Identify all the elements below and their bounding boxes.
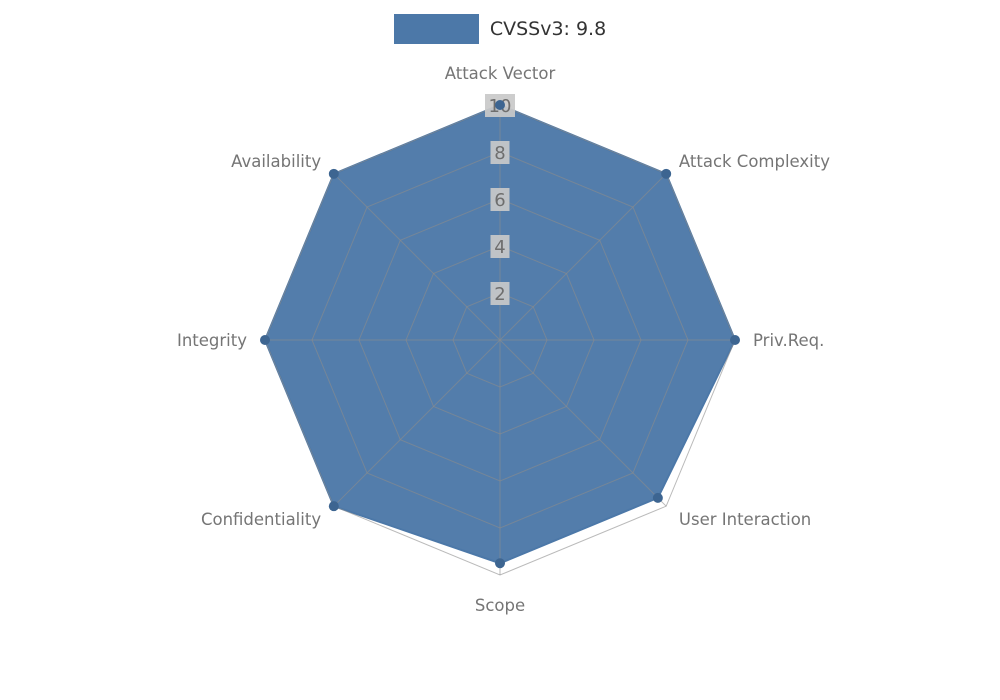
axis-label-confidentiality: Confidentiality [201,510,321,529]
tick-label: 4 [494,237,505,258]
tick-label-bg [490,141,510,164]
data-point [495,558,505,569]
grid-spoke [333,339,501,507]
axis-label-availability: Availability [231,152,321,171]
axis-label-user-interaction: User Interaction [679,510,811,529]
axis-label-scope: Scope [475,596,525,615]
data-point [661,168,672,179]
axis-label-attack-complexity: Attack Complexity [679,152,830,171]
data-point [652,492,663,503]
tick-label: 8 [494,143,505,164]
axis-label-integrity: Integrity [177,331,247,350]
tick-label: 2 [494,284,505,305]
tick-label-bg [490,188,510,211]
data-point [328,501,339,512]
data-point [260,335,270,345]
grid-spoke [499,173,667,341]
grid-spoke [499,339,667,507]
tick-label-bg [490,235,510,258]
tick-label: 6 [494,190,505,211]
data-point [495,100,505,110]
data-point [328,168,339,179]
axis-label-priv-req-: Priv.Req. [753,331,824,350]
tick-label-bg [490,282,510,305]
axis-label-attack-vector: Attack Vector [445,64,556,83]
data-point [730,335,740,345]
grid-spoke [333,173,501,341]
